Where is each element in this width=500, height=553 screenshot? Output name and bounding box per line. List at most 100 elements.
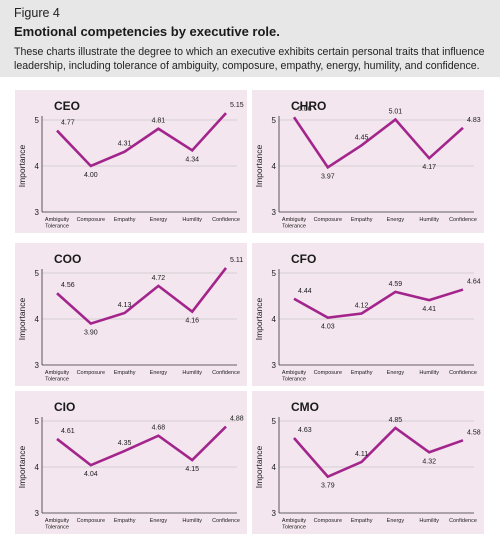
- chart-title-cfo: CFO: [291, 252, 316, 266]
- chart-panel-ceo: [15, 90, 247, 233]
- x-tick-ceo-empathy: Empathy: [114, 217, 136, 223]
- chart-cfo: CFO Importance 3 4 5 Ambiguity Tolerance Compos…: [252, 243, 484, 386]
- x-tick-ceo-confidence: Confidence: [212, 217, 240, 223]
- x-tick-cfo-empathy: Empathy: [351, 370, 373, 376]
- figure-title: Emotional competencies by executive role…: [14, 24, 280, 39]
- data-label-chro-ambiguity-tolerance: 5.06: [298, 106, 312, 113]
- y-tick-chro-5: 5: [272, 116, 277, 125]
- chart-panel-cio: [15, 391, 247, 534]
- y-tick-ceo-5: 5: [35, 116, 40, 125]
- y-axis-label-cmo: Importance: [254, 445, 264, 488]
- data-label-cio-ambiguity-tolerance: 4.61: [61, 428, 75, 435]
- x-tick-ceo-humility: Humility: [182, 217, 202, 223]
- chart-panel-cmo: [252, 391, 484, 534]
- data-label-cmo-confidence: 4.58: [467, 429, 481, 436]
- data-label-cfo-confidence: 4.64: [467, 279, 481, 286]
- data-label-coo-energy: 4.72: [152, 275, 166, 282]
- figure-header: Figure 4 Emotional competencies by execu…: [0, 0, 500, 77]
- data-label-cio-energy: 4.68: [152, 425, 166, 432]
- data-label-chro-composure: 3.97: [321, 173, 335, 180]
- y-axis-label-coo: Importance: [17, 297, 27, 340]
- x-tick-ceo-composure: Composure: [77, 217, 105, 223]
- data-label-cio-composure: 4.04: [84, 471, 98, 478]
- x-tick-coo-empathy: Empathy: [114, 370, 136, 376]
- chart-title-cmo: CMO: [291, 400, 319, 414]
- figure-description: These charts illustrate the degree to wh…: [14, 46, 485, 72]
- data-label-chro-confidence: 4.83: [467, 117, 481, 124]
- data-label-ceo-confidence: 5.15: [230, 102, 244, 109]
- chart-title-ceo: CEO: [54, 99, 80, 113]
- data-label-coo-confidence: 5.11: [230, 257, 243, 264]
- x-tick-cfo-energy: Energy: [387, 370, 405, 376]
- data-label-chro-humility: 4.17: [422, 164, 436, 171]
- data-label-cmo-empathy: 4.11: [355, 451, 368, 458]
- series-line-chro: [292, 116, 464, 170]
- x-tick-cio-confidence: Confidence: [212, 518, 240, 524]
- chart-panel-coo: [15, 243, 247, 386]
- chart-title-chro: CHRO: [291, 99, 326, 113]
- x-tick-chro-humility: Humility: [419, 217, 439, 223]
- data-label-ceo-composure: 4.00: [84, 172, 98, 179]
- y-tick-cfo-5: 5: [272, 269, 277, 278]
- x-tick-cio-composure: Composure: [77, 518, 105, 524]
- data-label-coo-humility: 4.16: [185, 318, 199, 325]
- x-tick-cio-ambiguity-tolerance: Ambiguity Tolerance: [45, 518, 69, 531]
- chart-coo: COO Importance 3 4 5 Ambiguity Tolerance Compos…: [15, 243, 247, 386]
- data-label-cfo-humility: 4.41: [422, 306, 436, 313]
- y-axis-label-cio: Importance: [17, 445, 27, 488]
- x-tick-cfo-humility: Humility: [419, 370, 439, 376]
- x-tick-coo-confidence: Confidence: [212, 370, 240, 376]
- data-label-cfo-empathy: 4.12: [355, 302, 369, 309]
- series-line-coo: [56, 267, 228, 326]
- y-tick-coo-3: 3: [35, 361, 40, 370]
- series-line-cio: [56, 425, 227, 467]
- x-tick-cmo-humility: Humility: [419, 518, 439, 524]
- y-axis-label-ceo: Importance: [17, 144, 27, 187]
- y-tick-cmo-5: 5: [272, 417, 277, 426]
- x-tick-coo-composure: Composure: [77, 370, 105, 376]
- y-tick-cfo-3: 3: [272, 361, 277, 370]
- x-tick-coo-humility: Humility: [182, 370, 202, 376]
- x-tick-cio-empathy: Empathy: [114, 518, 136, 524]
- data-label-chro-empathy: 4.45: [355, 134, 369, 141]
- y-tick-coo-4: 4: [35, 315, 40, 324]
- x-tick-chro-composure: Composure: [314, 217, 342, 223]
- data-label-cmo-energy: 4.85: [389, 417, 403, 424]
- series-line-cmo: [293, 426, 464, 479]
- x-tick-ceo-ambiguity-tolerance: Ambiguity Tolerance: [45, 217, 69, 230]
- x-tick-coo-energy: Energy: [150, 370, 168, 376]
- y-tick-chro-4: 4: [272, 162, 277, 171]
- chart-panel-cfo: [252, 243, 484, 386]
- data-label-cio-humility: 4.15: [185, 466, 199, 473]
- data-label-cfo-ambiguity-tolerance: 4.44: [298, 288, 312, 295]
- data-label-cfo-composure: 4.03: [321, 324, 335, 331]
- x-tick-cfo-composure: Composure: [314, 370, 342, 376]
- chart-ceo: CEO Importance 3 4 5 Ambiguity Tolerance Compos…: [15, 90, 247, 233]
- y-tick-ceo-4: 4: [35, 162, 40, 171]
- x-tick-chro-ambiguity-tolerance: Ambiguity Tolerance: [282, 217, 306, 230]
- data-label-cmo-humility: 4.32: [422, 458, 436, 465]
- data-label-cmo-ambiguity-tolerance: 4.63: [298, 427, 312, 434]
- data-label-ceo-energy: 4.81: [152, 118, 166, 125]
- figure-label: Figure 4: [14, 6, 60, 20]
- y-tick-coo-5: 5: [35, 269, 40, 278]
- x-tick-cio-energy: Energy: [150, 518, 168, 524]
- chart-chro: CHRO Importance 3 4 5 Ambiguity Tolerance Compo…: [252, 90, 484, 233]
- chart-title-cio: CIO: [54, 400, 75, 414]
- data-label-chro-energy: 5.01: [389, 109, 403, 116]
- y-tick-chro-3: 3: [272, 208, 277, 217]
- x-tick-chro-energy: Energy: [387, 217, 405, 223]
- y-tick-ceo-3: 3: [35, 208, 40, 217]
- x-tick-cmo-confidence: Confidence: [449, 518, 477, 524]
- series-line-ceo: [56, 112, 227, 168]
- data-label-ceo-ambiguity-tolerance: 4.77: [61, 120, 75, 127]
- y-axis-label-cfo: Importance: [254, 297, 264, 340]
- y-tick-cio-3: 3: [35, 509, 40, 518]
- chart-cmo: CMO Importance 3 4 5 Ambiguity Tolerance Compos…: [252, 391, 484, 534]
- chart-title-coo: COO: [54, 252, 81, 266]
- x-tick-cmo-composure: Composure: [314, 518, 342, 524]
- x-tick-coo-ambiguity-tolerance: Ambiguity Tolerance: [45, 370, 69, 383]
- data-label-ceo-humility: 4.34: [185, 156, 199, 163]
- data-label-cio-empathy: 4.35: [118, 440, 132, 447]
- x-tick-ceo-energy: Energy: [150, 217, 168, 223]
